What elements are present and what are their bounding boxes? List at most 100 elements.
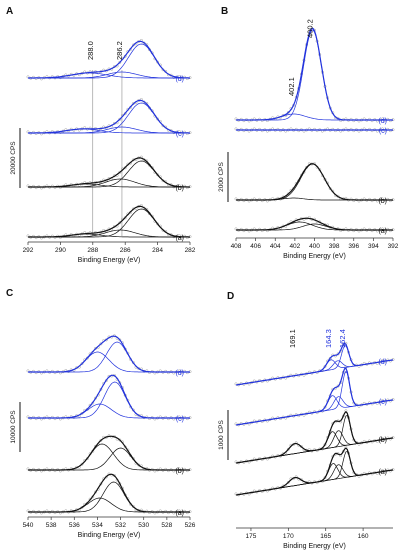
data-point [328, 356, 332, 360]
x-tick-label: 286 [120, 247, 131, 254]
panel-letter-C: C [6, 288, 13, 299]
data-point [323, 365, 327, 368]
x-tick-label: 530 [138, 522, 149, 529]
peak-annotation: 288.0 [86, 41, 95, 60]
fit-component [235, 395, 394, 426]
series-label-(d): (d) [378, 118, 387, 125]
data-point [118, 438, 122, 442]
series-label-(c): (c) [176, 416, 184, 423]
x-tick-label: 526 [185, 522, 196, 529]
fit-component [235, 430, 394, 464]
data-point [234, 460, 238, 464]
peak-annotation: 162.4 [338, 329, 347, 348]
fit-envelope [235, 447, 394, 496]
fit-component [28, 341, 190, 373]
scale-bar-label: 10000 CPS [10, 410, 17, 444]
data-point [99, 482, 103, 486]
x-tick-label: 532 [115, 522, 126, 529]
peak-annotation: 400.2 [306, 19, 315, 38]
x-tick-label: 396 [348, 243, 359, 250]
x-tick-label: 165 [320, 533, 331, 540]
fit-envelope [28, 157, 190, 188]
data-point [156, 117, 160, 121]
series-label-(a): (a) [378, 469, 387, 476]
series-label-(d): (d) [175, 370, 184, 377]
data-point [118, 117, 122, 121]
x-tick-label: 540 [23, 522, 34, 529]
fit-envelope [28, 40, 190, 79]
fit-envelope [28, 473, 190, 513]
panel-C [19, 334, 192, 520]
series-label-(b): (b) [378, 437, 387, 444]
x-tick-label: 288 [87, 247, 98, 254]
scale-bar-label: 20000 CPS [10, 141, 17, 175]
data-point [104, 475, 108, 479]
x-tick-label: 534 [92, 522, 103, 529]
peak-annotation: 286.2 [115, 41, 124, 60]
peak-annotation: 169.1 [288, 329, 297, 348]
x-axis-label: Binding Energy (eV) [78, 532, 141, 539]
fit-component [28, 381, 190, 419]
x-tick-label: 290 [55, 247, 66, 254]
fit-envelope [28, 335, 190, 373]
fit-envelope [235, 367, 394, 426]
x-axis-label: Binding Energy (eV) [283, 253, 346, 260]
x-tick-label: 394 [368, 243, 379, 250]
x-tick-label: 398 [329, 243, 340, 250]
fit-component [235, 463, 394, 496]
fit-component [235, 415, 394, 464]
x-tick-label: 292 [23, 247, 34, 254]
x-tick-label: 536 [69, 522, 80, 529]
data-point [118, 61, 122, 64]
x-tick-label: 528 [161, 522, 172, 529]
data-point [118, 221, 122, 225]
peak-annotation: 164.3 [324, 329, 333, 348]
series-label-(c): (c) [379, 399, 387, 406]
x-tick-label: 400 [309, 243, 320, 250]
x-axis-label: Binding Energy (eV) [283, 543, 346, 550]
series-label-(c): (c) [176, 131, 184, 138]
fit-envelope [28, 205, 190, 238]
series-label-(a): (a) [378, 228, 387, 235]
series-label-(a): (a) [175, 235, 184, 242]
x-axis-label: Binding Energy (eV) [78, 257, 141, 264]
fit-component [236, 113, 393, 121]
panel-A [19, 39, 192, 245]
data-point [156, 173, 160, 177]
data-point [137, 463, 141, 467]
fit-envelope [235, 410, 394, 464]
series-label-(b): (b) [175, 468, 184, 475]
data-point [137, 367, 141, 370]
fit-component [235, 431, 394, 464]
panel-letter-B: B [221, 6, 228, 17]
x-tick-label: 282 [185, 247, 196, 254]
data-point [156, 222, 160, 226]
data-point [336, 384, 340, 388]
x-tick-label: 170 [283, 533, 294, 540]
x-tick-label: 392 [388, 243, 399, 250]
data-point [80, 462, 84, 466]
data-point [99, 438, 103, 442]
data-point [156, 60, 160, 64]
series-label-(b): (b) [175, 185, 184, 192]
scale-bar-label: 2000 CPS [218, 162, 225, 192]
panel-letter-A: A [6, 6, 13, 17]
data-point [118, 338, 122, 342]
panel-letter-D: D [227, 291, 234, 302]
x-tick-label: 160 [358, 533, 369, 540]
fit-component [236, 223, 393, 231]
fit-component [28, 351, 190, 373]
x-tick-label: 408 [231, 243, 242, 250]
fit-component [28, 43, 190, 79]
fit-envelope [236, 27, 393, 121]
fit-component [28, 447, 190, 471]
x-tick-label: 404 [270, 243, 281, 250]
data-point [286, 447, 290, 451]
data-point [286, 111, 290, 114]
x-tick-label: 175 [246, 533, 257, 540]
data-point [234, 492, 238, 496]
fit-envelope [28, 435, 190, 471]
scale-bar-label: 1000 CPS [218, 420, 225, 450]
fit-component [28, 481, 190, 513]
